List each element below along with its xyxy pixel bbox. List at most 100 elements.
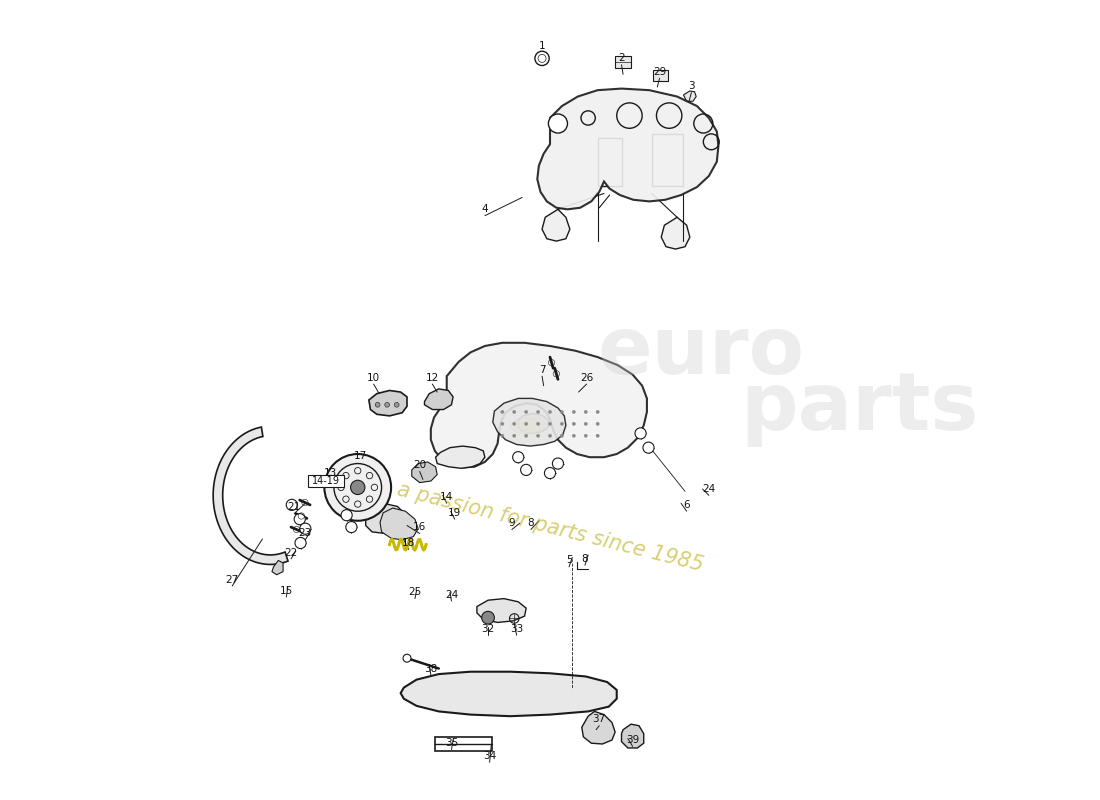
Circle shape xyxy=(560,422,563,426)
Text: 32: 32 xyxy=(482,624,495,634)
Text: a passion for parts since 1985: a passion for parts since 1985 xyxy=(395,479,705,575)
Text: 2: 2 xyxy=(618,54,625,63)
Polygon shape xyxy=(510,418,540,434)
Polygon shape xyxy=(621,724,643,748)
Circle shape xyxy=(535,51,549,66)
Polygon shape xyxy=(597,138,622,186)
Text: 39: 39 xyxy=(626,735,639,745)
Circle shape xyxy=(375,402,379,407)
Circle shape xyxy=(295,538,306,549)
Polygon shape xyxy=(425,389,453,410)
Circle shape xyxy=(513,452,524,462)
Text: 34: 34 xyxy=(483,751,496,761)
Circle shape xyxy=(341,510,352,521)
Text: 5: 5 xyxy=(565,555,572,566)
Circle shape xyxy=(596,422,600,426)
Circle shape xyxy=(520,464,531,475)
Circle shape xyxy=(385,402,389,407)
Text: 22: 22 xyxy=(285,547,298,558)
Circle shape xyxy=(537,434,540,438)
Circle shape xyxy=(560,410,563,414)
Polygon shape xyxy=(272,561,283,574)
Text: 10: 10 xyxy=(367,373,381,382)
Bar xyxy=(653,70,668,81)
Circle shape xyxy=(537,410,540,414)
Circle shape xyxy=(642,442,654,454)
Text: 19: 19 xyxy=(448,508,461,518)
Circle shape xyxy=(635,428,646,439)
Text: 1: 1 xyxy=(539,42,546,51)
Polygon shape xyxy=(436,446,485,468)
Polygon shape xyxy=(400,672,617,716)
Polygon shape xyxy=(477,598,526,622)
Bar xyxy=(415,468,422,479)
Text: 7: 7 xyxy=(539,365,546,375)
Circle shape xyxy=(584,434,587,438)
Bar xyxy=(374,399,382,410)
Polygon shape xyxy=(365,503,404,534)
Circle shape xyxy=(549,114,568,133)
Circle shape xyxy=(596,434,600,438)
Text: 18: 18 xyxy=(402,538,415,548)
Text: 38: 38 xyxy=(425,663,438,674)
Polygon shape xyxy=(493,398,565,446)
Text: 23: 23 xyxy=(299,529,312,538)
Circle shape xyxy=(560,434,563,438)
Text: 4: 4 xyxy=(482,204,488,214)
Polygon shape xyxy=(431,342,647,467)
Polygon shape xyxy=(379,508,418,540)
Polygon shape xyxy=(651,134,683,186)
Text: 16: 16 xyxy=(414,522,427,532)
Circle shape xyxy=(351,480,365,494)
Text: 24: 24 xyxy=(444,590,458,600)
Text: 27: 27 xyxy=(226,574,239,585)
Circle shape xyxy=(394,402,399,407)
Text: 21: 21 xyxy=(287,502,300,512)
Text: 37: 37 xyxy=(593,714,606,724)
Text: 35: 35 xyxy=(444,738,458,748)
Circle shape xyxy=(572,422,575,426)
Circle shape xyxy=(299,523,311,534)
Circle shape xyxy=(500,410,504,414)
Circle shape xyxy=(549,434,551,438)
Circle shape xyxy=(525,422,528,426)
Circle shape xyxy=(324,454,392,521)
Text: 20: 20 xyxy=(414,460,427,470)
Polygon shape xyxy=(213,427,288,565)
Text: 12: 12 xyxy=(426,373,439,382)
Circle shape xyxy=(584,422,587,426)
Polygon shape xyxy=(542,210,570,241)
Circle shape xyxy=(513,434,516,438)
Circle shape xyxy=(537,422,540,426)
Text: parts: parts xyxy=(740,369,979,447)
Text: 8: 8 xyxy=(528,518,535,528)
Bar xyxy=(383,399,392,410)
Bar xyxy=(425,468,432,479)
FancyBboxPatch shape xyxy=(308,474,344,486)
Text: 8: 8 xyxy=(582,554,588,564)
Circle shape xyxy=(286,499,297,510)
Bar xyxy=(434,737,492,751)
Bar xyxy=(615,56,631,68)
Text: 17: 17 xyxy=(354,450,367,461)
Circle shape xyxy=(596,410,600,414)
Text: 3: 3 xyxy=(689,81,695,91)
Polygon shape xyxy=(411,462,437,482)
Circle shape xyxy=(525,410,528,414)
Circle shape xyxy=(500,434,504,438)
Circle shape xyxy=(513,422,516,426)
Polygon shape xyxy=(537,89,718,210)
Polygon shape xyxy=(683,91,696,102)
Polygon shape xyxy=(518,414,549,434)
Polygon shape xyxy=(582,711,615,744)
Circle shape xyxy=(513,410,516,414)
Circle shape xyxy=(549,410,551,414)
Circle shape xyxy=(552,458,563,469)
Circle shape xyxy=(294,514,306,525)
Text: 29: 29 xyxy=(653,67,667,77)
Text: 33: 33 xyxy=(510,624,524,634)
Text: 15: 15 xyxy=(279,586,293,596)
Text: 9: 9 xyxy=(508,518,515,528)
Polygon shape xyxy=(661,218,690,249)
Circle shape xyxy=(549,422,551,426)
